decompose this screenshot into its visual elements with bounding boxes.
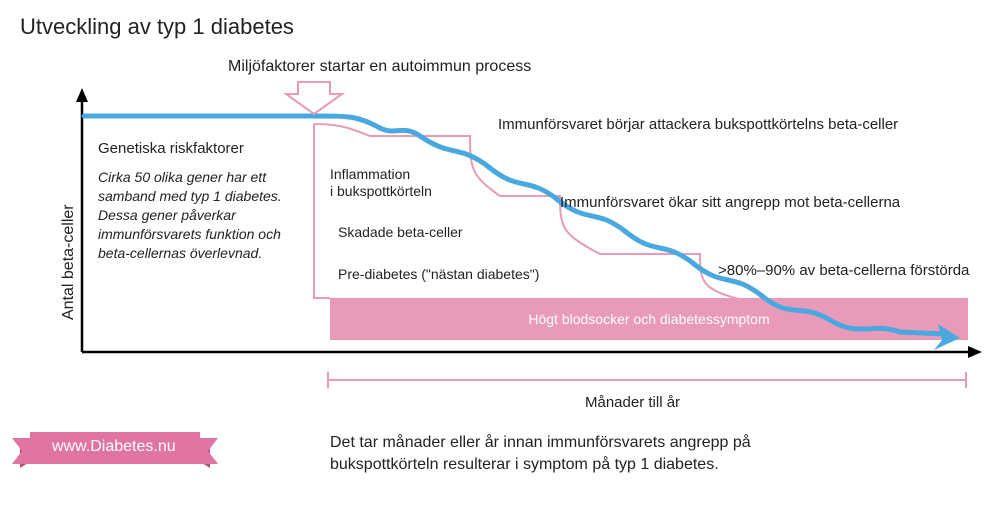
genetic-heading: Genetiska riskfaktorer <box>98 140 244 157</box>
site-ribbon-text: www.Diabetes.nu <box>52 438 176 456</box>
trigger-arrow <box>286 82 342 114</box>
stage-inflammation-l2: i bukspottkörteln <box>330 183 432 199</box>
genetic-body: Cirka 50 olika gener har ett samband med… <box>98 168 308 262</box>
bottom-caption-l1: Det tar månader eller år innan immunförs… <box>330 434 751 451</box>
stage-inflammation: Inflammation i bukspottkörteln <box>330 166 432 200</box>
page-title: Utveckling av typ 1 diabetes <box>20 14 294 40</box>
y-axis-label: Antal beta-celler <box>60 204 78 320</box>
bottom-caption: Det tar månader eller år innan immunförs… <box>330 432 950 475</box>
time-bracket-label: Månader till år <box>585 394 680 411</box>
annot-pct: >80%–90% av beta-cellerna förstörda <box>718 262 969 279</box>
banner-text: Högt blodsocker och diabetessymptom <box>330 298 968 340</box>
stage-prediabetes: Pre-diabetes ("nästan diabetes") <box>338 266 539 282</box>
bottom-caption-l2: bukspottkörteln resulterar i symptom på … <box>330 456 719 473</box>
stage-band-outline <box>314 124 330 298</box>
y-axis-arrowhead <box>76 88 88 102</box>
stage-inflammation-l1: Inflammation <box>330 166 410 182</box>
annot-attack2: Immunförsvaret ökar sitt angrepp mot bet… <box>560 194 900 211</box>
annot-attack1: Immunförsvaret börjar attackera bukspott… <box>498 116 898 133</box>
x-axis-arrowhead <box>968 346 982 358</box>
stage-skadade: Skadade beta-celler <box>338 224 463 240</box>
callout-trigger: Miljöfaktorer startar en autoimmun proce… <box>228 58 531 76</box>
